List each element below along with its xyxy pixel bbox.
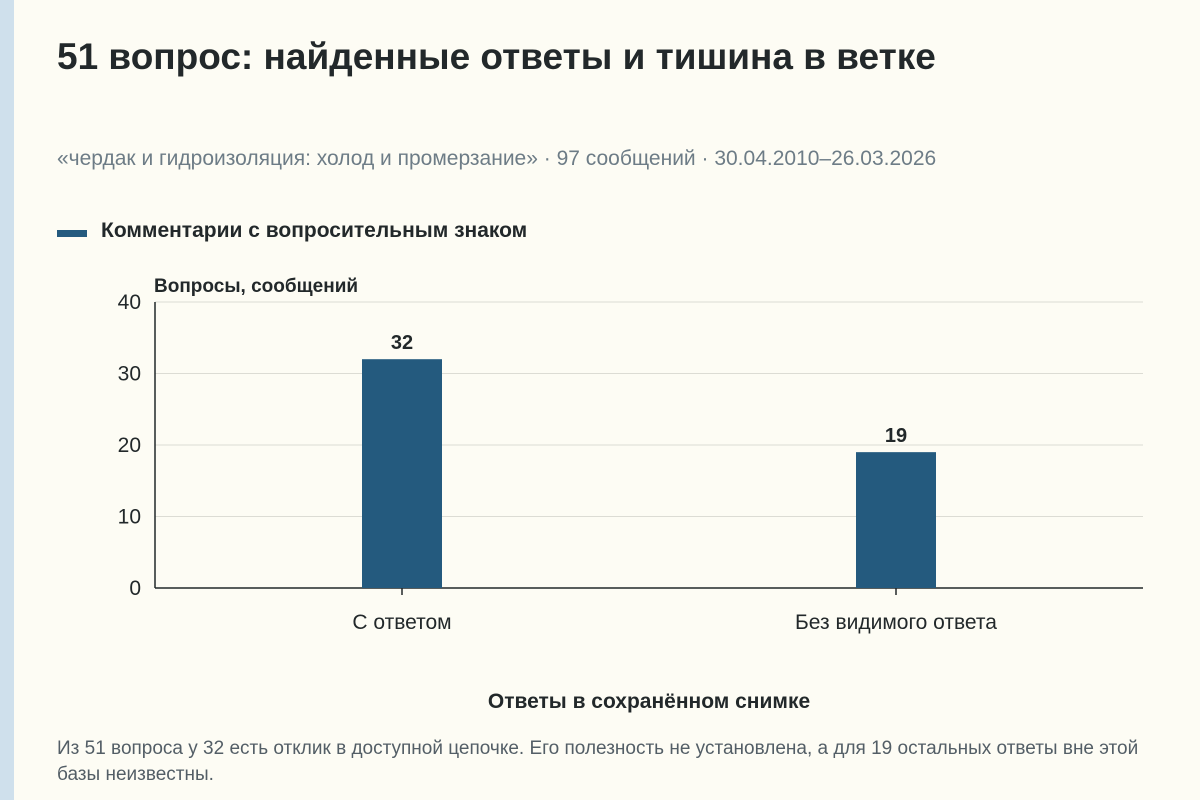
left-accent-stripe xyxy=(0,0,14,800)
legend-label: Комментарии с вопросительным знаком xyxy=(101,219,528,242)
chart-subtitle: «чердак и гидроизоляция: холод и промерз… xyxy=(57,147,937,170)
y-axis-label: Вопросы, сообщений xyxy=(154,276,358,297)
bar xyxy=(362,359,442,588)
legend-swatch xyxy=(57,229,87,237)
footer-note: Из 51 вопроса у 32 есть отклик в доступн… xyxy=(57,738,1139,785)
x-tick-label: С ответом xyxy=(352,611,451,634)
legend: Комментарии с вопросительным знаком xyxy=(57,219,527,243)
data-label: 32 xyxy=(391,332,413,354)
x-axis-label: Ответы в сохранённом снимке xyxy=(488,690,810,713)
y-tick-label: 40 xyxy=(118,291,141,314)
x-tick-label: Без видимого ответа xyxy=(795,611,997,634)
bar xyxy=(856,452,936,588)
data-label: 19 xyxy=(885,425,907,447)
chart-title: 51 вопрос: найденные ответы и тишина в в… xyxy=(57,36,936,77)
y-tick-label: 0 xyxy=(129,577,141,600)
y-tick-label: 20 xyxy=(118,434,141,457)
y-tick-label: 30 xyxy=(118,363,141,386)
y-tick-label: 10 xyxy=(118,506,141,529)
